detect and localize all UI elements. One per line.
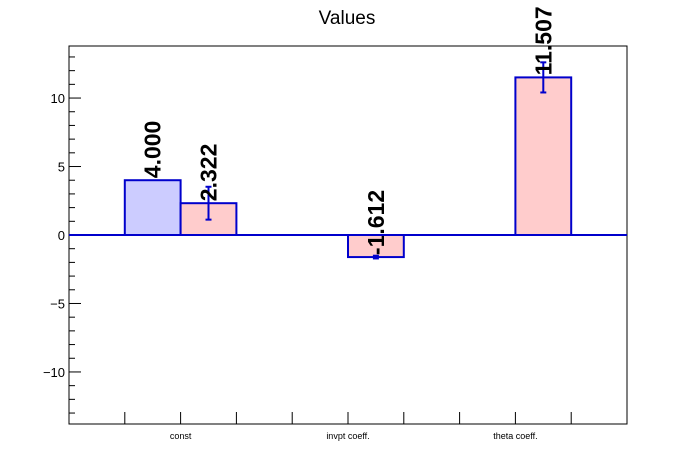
y-tick-label: 5 bbox=[58, 160, 65, 175]
plot-area: −10 −5 0 5 10 const invpt coeff. theta coeff. 4.… bbox=[43, 6, 628, 441]
bar-value-label: -1.612 bbox=[363, 190, 389, 255]
y-tick-label: −10 bbox=[43, 365, 65, 380]
x-category-label: const bbox=[170, 431, 192, 441]
chart-title: Values bbox=[319, 8, 376, 29]
bar-value-label: 11.507 bbox=[530, 6, 556, 75]
y-tick-label: 0 bbox=[58, 228, 65, 243]
y-tick-label: 10 bbox=[51, 91, 65, 106]
bar bbox=[514, 76, 573, 236]
x-category-label: theta coeff. bbox=[493, 431, 537, 441]
x-category-label: invpt coeff. bbox=[326, 431, 369, 441]
y-tick-label: −5 bbox=[50, 296, 65, 311]
bar-value-label: 2.322 bbox=[196, 144, 222, 202]
bar-value-label: 4.000 bbox=[140, 121, 166, 179]
bar bbox=[123, 179, 182, 236]
